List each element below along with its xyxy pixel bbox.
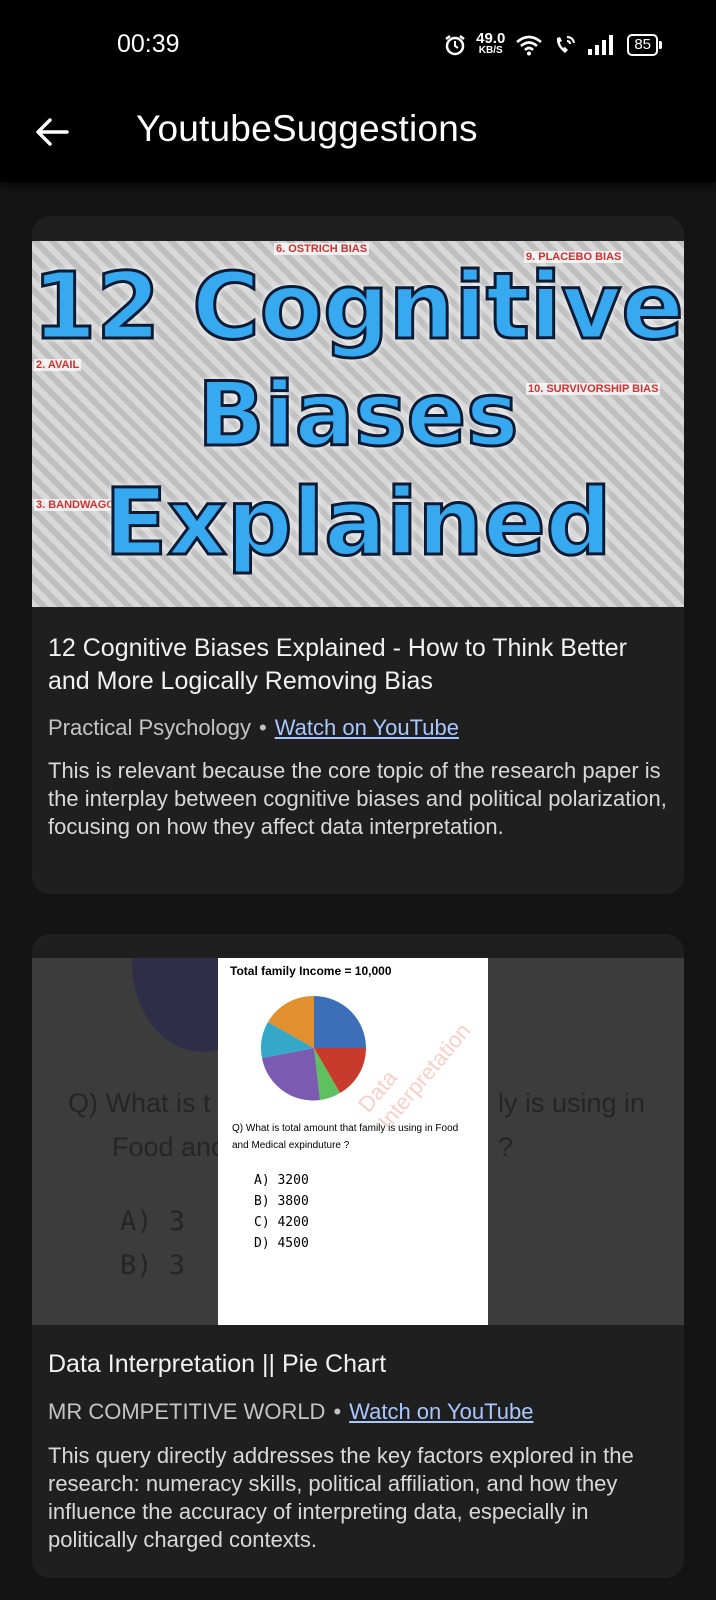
status-icons: 49.0 KB/S 85 [444, 30, 662, 60]
video-card[interactable]: 6. OSTRICH BIAS 9. PLACEBO BIAS 10. SURV… [32, 216, 684, 894]
back-button[interactable] [30, 110, 74, 154]
app-bar: YoutubeSuggestions [0, 90, 716, 182]
page-title: YoutubeSuggestions [136, 108, 478, 149]
thumbnail-tag: 2. AVAIL [34, 359, 82, 371]
watch-on-youtube-link[interactable]: Watch on YouTube [274, 715, 459, 740]
signal-icon [588, 35, 614, 55]
thumbnail-background [32, 241, 684, 607]
separator-dot: • [333, 1399, 342, 1424]
thumbnail-tag: 10. SURVIVORSHIP BIAS [526, 383, 661, 395]
wifi-calling-icon [557, 36, 576, 53]
video-description: This is relevant because the core topic … [48, 758, 667, 839]
sheet-option: A) 3200 [254, 1173, 309, 1188]
thumbnail-headline-2: Biases [196, 363, 520, 466]
thumbnail-side-text: Q) What is t [68, 1088, 211, 1118]
video-title: 12 Cognitive Biases Explained - How to T… [48, 634, 628, 695]
network-speed: 49.0 KB/S [476, 30, 506, 57]
thumbnail-headline-3: Explained [103, 469, 613, 576]
pie-chart-graphic [261, 995, 366, 1101]
channel-name: Practical Psychology [48, 715, 251, 740]
sheet-options: A) 3200 B) 3800 C) 4200 D) 4500 [254, 1170, 309, 1254]
sheet-option: B) 3800 [254, 1194, 309, 1209]
video-thumbnail[interactable]: Q) What is t Food anc ly is using in ? A… [32, 958, 684, 1325]
wifi-icon [516, 35, 543, 56]
sheet-question: Q) What is total amount that family is u… [232, 1123, 459, 1151]
arrow-left-icon [36, 118, 69, 146]
video-card[interactable]: Q) What is t Food anc ly is using in ? A… [32, 934, 684, 1578]
channel-name: MR COMPETITIVE WORLD [48, 1399, 326, 1424]
thumbnail-side-text: B) 3 [120, 1250, 186, 1281]
alarm-icon [445, 35, 465, 56]
thumbnail-side-text: ly is using in [498, 1088, 646, 1118]
watch-on-youtube-link[interactable]: Watch on YouTube [349, 1399, 534, 1424]
thumbnail-side-text: Food anc [112, 1132, 225, 1162]
separator-dot: • [258, 715, 267, 740]
sheet-option: D) 4500 [254, 1236, 309, 1251]
battery-indicator: 85 [627, 34, 662, 56]
network-speed-value: 49.0 [476, 30, 506, 47]
thumbnail-side-text: A) 3 [120, 1206, 186, 1237]
network-speed-unit: KB/S [478, 45, 503, 56]
sheet-title: Total family Income = 10,000 [230, 964, 392, 978]
video-meta: Practical Psychology • Watch on YouTube [48, 715, 459, 741]
thumbnail-side-text: ? [498, 1132, 514, 1162]
sheet-option: C) 4200 [254, 1215, 309, 1230]
video-meta: MR COMPETITIVE WORLD • Watch on YouTube [48, 1399, 533, 1425]
video-title: Data Interpretation || Pie Chart [48, 1350, 387, 1378]
status-bar: 00:39 49.0 KB/S 85 [0, 0, 716, 90]
video-description: This query directly addresses the key fa… [48, 1443, 634, 1552]
blurred-pie-shape [132, 958, 222, 1052]
thumbnail-tag: 6. OSTRICH BIAS [274, 243, 370, 255]
thumbnail-headline-1: 12 Cognitive [32, 253, 684, 360]
thumbnail-question-sheet: Total family Income = 10,000 Q) What is … [218, 958, 488, 1325]
status-time: 00:39 [117, 30, 180, 58]
thumbnail-tag: 9. PLACEBO BIAS [524, 251, 624, 263]
thumbnail-tag: 3. BANDWAGON [34, 499, 125, 511]
video-thumbnail[interactable]: 6. OSTRICH BIAS 9. PLACEBO BIAS 10. SURV… [32, 241, 684, 607]
